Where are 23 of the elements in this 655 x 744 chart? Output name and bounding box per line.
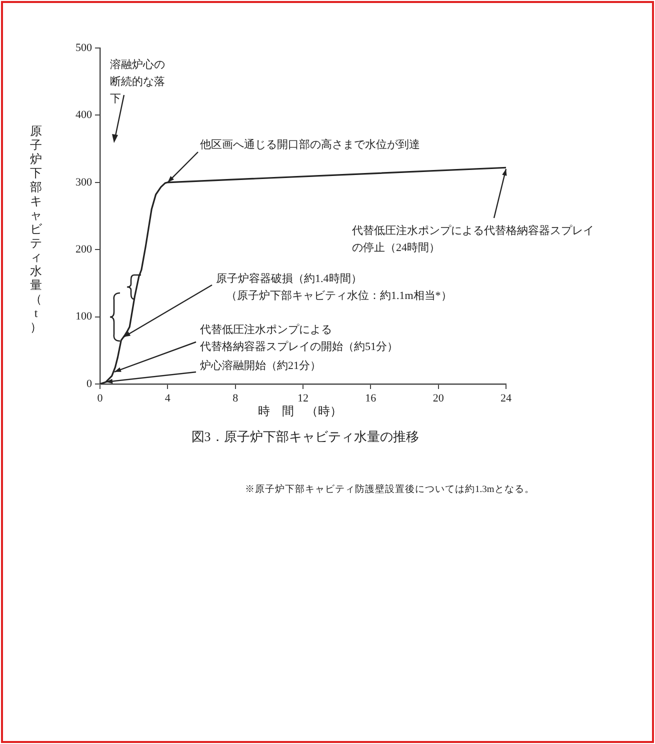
x-tick-label: 0 [97,392,104,404]
annotation: 原子炉容器破損（約1.4時間）（原子炉下部キャビティ水位：約1.1m相当*） [216,272,452,302]
y-tick-label: 100 [76,310,92,323]
y-tick-label: 0 [86,378,92,390]
y-tick-label: 500 [76,42,92,54]
x-tick-label: 12 [298,392,308,404]
y-tick-label: 300 [76,176,92,188]
x-tick-label: 4 [164,392,171,404]
y-tick-label: 200 [76,243,92,256]
text: ※原子炉下部キャビティ防護壁設置後については約1.3mとなる。 [245,483,534,495]
annotation: 炉心溶融開始（約21分） [200,359,321,372]
annotation: 代替低圧注水ポンプによる代替格納容器スプレイの停止（24時間） [351,224,594,254]
x-tick-label: 16 [365,392,377,404]
annotation: 溶融炉心の断続的な落下 [110,58,165,105]
x-tick-label: 20 [432,392,444,404]
text: 原子炉下部キャビティ水量（t） [30,124,42,334]
x-tick-label: 8 [232,392,239,404]
text: 図3．原子炉下部キャビティ水量の推移 [190,428,420,446]
y-tick-label: 400 [76,109,92,122]
annotation: 他区画へ通じる開口部の高さまで水位が到達 [200,138,420,151]
x-tick-label: 24 [500,392,512,404]
x-axis-title: 時 間 （時） [257,403,343,420]
annotation: 代替低圧注水ポンプによる代替格納容器スプレイの開始（約51分） [199,323,398,353]
